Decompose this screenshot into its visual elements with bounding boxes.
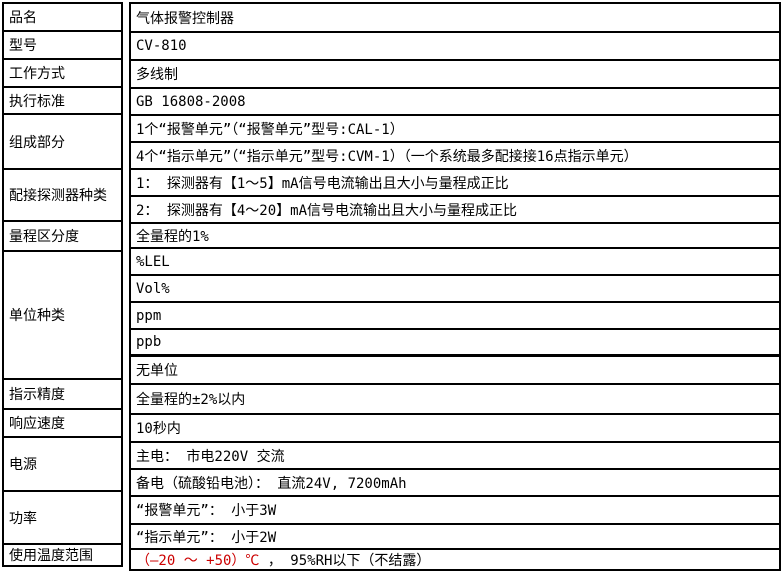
spec-label-cell: 组成部分: [4, 115, 121, 170]
spec-value-cell: “报警单元”： 小于3W: [131, 497, 779, 525]
spec-label-cell: 工作方式: [4, 60, 121, 88]
spec-value-cell: Vol%: [131, 276, 779, 303]
spec-value-cell: 2： 探测器有【4～20】mA信号电流输出且大小与量程成正比: [131, 197, 779, 224]
spec-value-cell: GB 16808-2008: [131, 89, 779, 116]
spec-value-cell: ppb: [131, 330, 779, 357]
spec-label-cell: 配接探测器种类: [4, 170, 121, 222]
humidity-condition-value: ， 95%RH以下（不结露）: [267, 552, 431, 569]
spec-label-column: 品名 型号 工作方式 执行标准 组成部分 配接探测器种类 量程区分度 单位种类 指示精度 响应速度…: [2, 2, 123, 567]
spec-label-cell: 电源: [4, 438, 121, 492]
spec-value-cell: ppm: [131, 303, 779, 330]
spec-label-cell: 单位种类: [4, 252, 121, 380]
spec-value-cell: 4个“指示单元”（“指示单元”型号:CVM-1）（一个系统最多配接接16点指示单…: [131, 143, 779, 170]
spec-value-cell: %LEL: [131, 249, 779, 276]
spec-value-cell: 无单位: [131, 357, 779, 385]
spec-value-cell: 10秒内: [131, 415, 779, 443]
spec-value-cell: 备电（硫酸铅电池）： 直流24V, 7200mAh: [131, 470, 779, 497]
spec-label-cell: 指示精度: [4, 380, 121, 410]
spec-label-cell: 响应速度: [4, 410, 121, 438]
spec-label-cell: 品名: [4, 4, 121, 32]
spec-label-cell: 功率: [4, 492, 121, 545]
temperature-range-value: （—20 ～ +50）℃: [136, 552, 268, 569]
spec-value-cell: 气体报警控制器: [131, 4, 779, 33]
spec-value-cell: 1： 探测器有【1～5】mA信号电流输出且大小与量程成正比: [131, 170, 779, 197]
spec-value-cell: 全量程的1%: [131, 224, 779, 249]
spec-value-cell: 1个“报警单元”（“报警单元”型号:CAL-1）: [131, 116, 779, 143]
spec-value-cell: CV-810: [131, 33, 779, 61]
spec-label-cell: 执行标准: [4, 88, 121, 115]
spec-label-cell: 量程区分度: [4, 222, 121, 252]
spec-label-cell: 使用温度范围: [9, 548, 93, 564]
spec-value-cell: 主电： 市电220V 交流: [131, 443, 779, 470]
spec-value-cell: （—20 ～ +50）℃ ， 95%RH以下（不结露）: [131, 550, 779, 569]
spec-label-cell: 型号: [4, 32, 121, 60]
spec-value-cell: 多线制: [131, 61, 779, 89]
spec-value-column: 气体报警控制器 CV-810 多线制 GB 16808-2008 1个“报警单元”（“报…: [129, 2, 781, 571]
spec-value-cell: 全量程的±2%以内: [131, 385, 779, 415]
spec-value-cell: “指示单元”： 小于2W: [131, 525, 779, 550]
